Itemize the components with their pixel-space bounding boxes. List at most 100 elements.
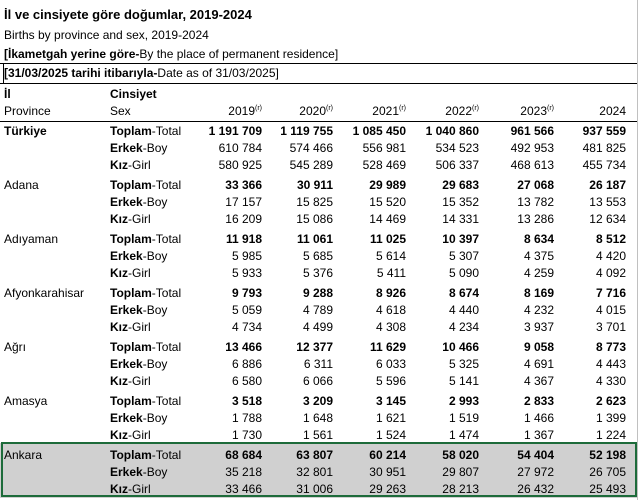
data-cell[interactable]: 1 040 860 xyxy=(425,124,479,138)
sex-label-girl[interactable]: Kız-Girl xyxy=(110,373,151,389)
data-cell[interactable]: 5 376 xyxy=(302,266,333,280)
data-cell[interactable]: 4 234 xyxy=(448,320,479,334)
data-cell[interactable]: 3 518 xyxy=(231,394,262,408)
data-cell[interactable]: 5 059 xyxy=(231,303,262,317)
province-name[interactable]: Amasya xyxy=(4,394,48,408)
data-cell[interactable]: 4 618 xyxy=(375,303,406,317)
data-cell[interactable]: 1 367 xyxy=(523,428,554,442)
sex-label-boy[interactable]: Erkek-Boy xyxy=(110,356,167,372)
sex-label-boy[interactable]: Erkek-Boy xyxy=(110,410,167,426)
header-il[interactable]: İl xyxy=(4,87,11,101)
year-header-2023[interactable]: 2023(r) xyxy=(484,103,554,119)
data-cell[interactable]: 30 911 xyxy=(296,178,333,192)
province-name[interactable]: Afyonkarahisar xyxy=(4,286,85,300)
data-cell[interactable]: 54 404 xyxy=(517,448,554,462)
data-cell[interactable]: 1 224 xyxy=(595,428,626,442)
data-cell[interactable]: 27 068 xyxy=(517,178,554,192)
data-cell[interactable]: 4 259 xyxy=(523,266,554,280)
data-cell[interactable]: 4 440 xyxy=(448,303,479,317)
data-cell[interactable]: 31 006 xyxy=(296,482,333,496)
data-cell[interactable]: 468 613 xyxy=(510,158,554,172)
data-cell[interactable]: 4 092 xyxy=(595,266,626,280)
data-cell[interactable]: 32 801 xyxy=(296,465,333,479)
data-cell[interactable]: 1 621 xyxy=(375,411,406,425)
data-cell[interactable]: 30 951 xyxy=(369,465,406,479)
data-cell[interactable]: 13 782 xyxy=(517,195,554,209)
sex-label-total[interactable]: Toplam-Total xyxy=(110,393,181,409)
data-cell[interactable]: 14 331 xyxy=(442,212,479,226)
data-cell[interactable]: 1 399 xyxy=(595,411,626,425)
year-header-2022[interactable]: 2022(r) xyxy=(409,103,479,119)
data-cell[interactable]: 4 015 xyxy=(595,303,626,317)
data-cell[interactable]: 4 367 xyxy=(523,374,554,388)
data-cell[interactable]: 2 993 xyxy=(448,394,479,408)
data-cell[interactable]: 28 213 xyxy=(442,482,479,496)
data-cell[interactable]: 506 337 xyxy=(435,158,479,172)
data-cell[interactable]: 5 685 xyxy=(302,249,333,263)
data-cell[interactable]: 4 330 xyxy=(595,374,626,388)
province-name[interactable]: Adıyaman xyxy=(4,232,59,246)
data-cell[interactable]: 5 985 xyxy=(231,249,262,263)
data-cell[interactable]: 17 157 xyxy=(225,195,262,209)
sex-label-total[interactable]: Toplam-Total xyxy=(110,231,181,247)
sex-label-total[interactable]: Toplam-Total xyxy=(110,447,181,463)
data-cell[interactable]: 8 512 xyxy=(595,232,626,246)
data-cell[interactable]: 13 286 xyxy=(517,212,554,226)
province-name[interactable]: Ağrı xyxy=(4,340,27,354)
sex-label-girl[interactable]: Kız-Girl xyxy=(110,157,151,173)
data-cell[interactable]: 3 701 xyxy=(595,320,626,334)
data-cell[interactable]: 33 366 xyxy=(225,178,262,192)
sex-label-girl[interactable]: Kız-Girl xyxy=(110,211,151,227)
data-cell[interactable]: 5 141 xyxy=(448,374,479,388)
data-cell[interactable]: 1 519 xyxy=(448,411,479,425)
header-province[interactable]: Province xyxy=(4,104,51,118)
data-cell[interactable]: 455 734 xyxy=(582,158,626,172)
data-cell[interactable]: 13 553 xyxy=(589,195,626,209)
data-cell[interactable]: 60 214 xyxy=(369,448,406,462)
sex-label-boy[interactable]: Erkek-Boy xyxy=(110,302,167,318)
data-cell[interactable]: 10 397 xyxy=(442,232,479,246)
data-cell[interactable]: 14 469 xyxy=(369,212,406,226)
data-cell[interactable]: 29 263 xyxy=(369,482,406,496)
data-cell[interactable]: 492 953 xyxy=(510,141,554,155)
data-cell[interactable]: 1 474 xyxy=(448,428,479,442)
sex-label-girl[interactable]: Kız-Girl xyxy=(110,427,151,443)
data-cell[interactable]: 610 784 xyxy=(218,141,262,155)
data-cell[interactable]: 68 684 xyxy=(225,448,262,462)
year-header-2021[interactable]: 2021(r) xyxy=(336,103,406,119)
data-cell[interactable]: 4 308 xyxy=(375,320,406,334)
data-cell[interactable]: 1 730 xyxy=(231,428,262,442)
data-cell[interactable]: 4 420 xyxy=(595,249,626,263)
data-cell[interactable]: 29 683 xyxy=(442,178,479,192)
data-cell[interactable]: 26 432 xyxy=(517,482,554,496)
data-cell[interactable]: 5 325 xyxy=(448,357,479,371)
data-cell[interactable]: 580 925 xyxy=(218,158,262,172)
sex-label-boy[interactable]: Erkek-Boy xyxy=(110,248,167,264)
sex-label-total[interactable]: Toplam-Total xyxy=(110,285,181,301)
data-cell[interactable]: 25 493 xyxy=(589,482,626,496)
table-title-en[interactable]: Births by province and sex, 2019-2024 xyxy=(4,28,209,42)
data-cell[interactable]: 2 833 xyxy=(523,394,554,408)
data-cell[interactable]: 3 145 xyxy=(375,394,406,408)
table-title-tr[interactable]: İl ve cinsiyete göre doğumlar, 2019-2024 xyxy=(4,7,252,22)
sex-label-girl[interactable]: Kız-Girl xyxy=(110,481,151,497)
data-cell[interactable]: 8 169 xyxy=(523,286,554,300)
data-cell[interactable]: 58 020 xyxy=(442,448,479,462)
data-cell[interactable]: 8 926 xyxy=(375,286,406,300)
data-cell[interactable]: 2 623 xyxy=(595,394,626,408)
data-cell[interactable]: 1 191 709 xyxy=(208,124,262,138)
data-cell[interactable]: 4 734 xyxy=(231,320,262,334)
province-name[interactable]: Ankara xyxy=(4,448,43,462)
data-cell[interactable]: 5 090 xyxy=(448,266,479,280)
province-name[interactable]: Türkiye xyxy=(4,124,47,138)
data-cell[interactable]: 13 466 xyxy=(225,340,262,354)
year-header-2024[interactable]: 2024 xyxy=(556,103,626,119)
data-cell[interactable]: 1 788 xyxy=(231,411,262,425)
data-cell[interactable]: 1 466 xyxy=(523,411,554,425)
data-cell[interactable]: 574 466 xyxy=(289,141,333,155)
data-cell[interactable]: 6 580 xyxy=(231,374,262,388)
data-cell[interactable]: 556 981 xyxy=(362,141,406,155)
data-cell[interactable]: 16 209 xyxy=(225,212,262,226)
data-cell[interactable]: 35 218 xyxy=(225,465,262,479)
